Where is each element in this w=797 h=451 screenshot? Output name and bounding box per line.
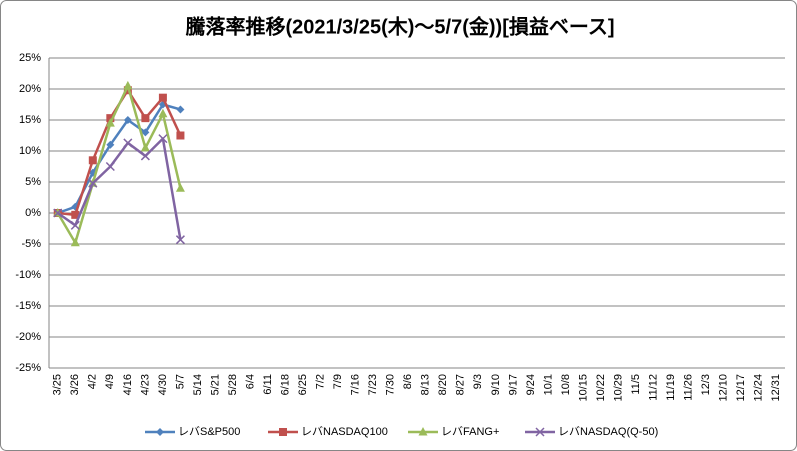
x-tick-label: 10/22	[595, 374, 607, 402]
x-tick-label: 6/11	[262, 374, 274, 395]
x-tick-label: 10/1	[542, 374, 554, 395]
x-tick-label: 7/30	[385, 374, 397, 395]
x-tick-label: 4/30	[157, 374, 169, 395]
y-tick-label: -15%	[15, 300, 41, 312]
marker	[156, 428, 164, 436]
marker	[106, 140, 115, 149]
x-tick-label: 3/26	[69, 374, 81, 395]
x-tick-label: 11/5	[630, 374, 642, 395]
x-tick-label: 4/2	[87, 374, 99, 389]
x-tick-label: 11/26	[683, 374, 695, 401]
x-tick-label: 11/12	[647, 374, 659, 401]
marker	[123, 116, 132, 124]
x-tick-label: 6/4	[244, 374, 256, 389]
y-tick-label: 10%	[19, 145, 41, 157]
marker	[70, 220, 80, 230]
marker	[175, 235, 185, 245]
x-tick-label: 10/29	[612, 374, 624, 402]
x-tick-label: 9/10	[490, 374, 502, 395]
marker	[53, 208, 63, 218]
marker	[535, 427, 545, 437]
x-tick-label: 8/20	[437, 374, 449, 395]
y-tick-label: 25%	[19, 52, 41, 64]
x-tick-label: 7/16	[350, 374, 362, 395]
marker	[123, 80, 133, 90]
x-tick-label: 4/9	[104, 374, 116, 389]
legend-label: レバNASDAQ100	[301, 425, 388, 438]
y-tick-label: 0%	[25, 207, 41, 219]
series-line	[56, 84, 182, 245]
x-tick-label: 9/3	[472, 374, 484, 389]
marker	[279, 428, 287, 436]
x-tick-label: 5/7	[174, 374, 186, 389]
marker	[158, 93, 167, 102]
series-line	[57, 103, 181, 215]
marker	[176, 105, 185, 114]
y-tick-label: 15%	[19, 114, 41, 126]
marker	[140, 142, 150, 152]
x-tick-label: 10/15	[577, 374, 589, 402]
x-tick-label: 7/2	[315, 374, 327, 389]
marker	[70, 237, 80, 247]
marker	[141, 128, 150, 137]
x-tick-label: 7/23	[367, 374, 379, 395]
legend-label: レバFANG+	[441, 425, 499, 438]
chart-title: 騰落率推移(2021/3/25(木)～5/7(金))[損益ベース]	[185, 14, 614, 38]
y-tick-label: 5%	[25, 176, 41, 188]
legend-label: レバS&P500	[178, 425, 240, 438]
y-tick-label: -20%	[15, 331, 41, 343]
x-tick-label: 7/9	[332, 374, 344, 389]
x-tick-label: 8/13	[420, 374, 432, 395]
x-tick-label: 4/23	[139, 374, 151, 395]
x-tick-label: 5/21	[209, 374, 221, 395]
marker	[418, 427, 428, 436]
marker	[88, 156, 97, 165]
marker	[105, 118, 115, 127]
marker	[140, 151, 150, 161]
y-tick-label: -10%	[15, 269, 41, 281]
marker	[175, 183, 185, 192]
x-tick-label: 5/14	[192, 374, 204, 395]
marker	[176, 131, 185, 140]
x-tick-label: 6/18	[279, 374, 291, 395]
y-tick-label: -25%	[15, 362, 41, 374]
marker	[141, 114, 150, 123]
marker	[88, 178, 98, 188]
marker	[158, 108, 168, 118]
x-tick-label: 12/31	[770, 374, 782, 402]
x-tick-label: 12/3	[700, 374, 712, 395]
x-tick-label: 4/16	[122, 374, 134, 395]
x-tick-label: 12/10	[718, 374, 730, 402]
x-tick-label: 9/24	[525, 374, 537, 395]
x-tick-label: 3/25	[52, 374, 64, 395]
x-tick-label: 9/17	[507, 374, 519, 395]
marker	[71, 210, 80, 219]
x-tick-label: 12/17	[735, 374, 747, 402]
x-tick-label: 5/28	[227, 374, 239, 395]
marker	[105, 161, 115, 172]
x-tick-label: 12/24	[753, 374, 765, 402]
x-tick-label: 10/8	[560, 374, 572, 395]
legend-label: レバNASDAQ(Q-50)	[558, 425, 658, 438]
marker	[123, 138, 133, 148]
y-tick-label: -5%	[21, 238, 41, 250]
x-tick-label: 8/27	[455, 374, 467, 395]
marker	[158, 134, 168, 144]
y-tick-label: 20%	[19, 83, 41, 95]
x-tick-label: 6/25	[297, 374, 309, 395]
x-tick-label: 11/19	[665, 374, 677, 401]
x-tick-label: 8/6	[402, 374, 414, 389]
